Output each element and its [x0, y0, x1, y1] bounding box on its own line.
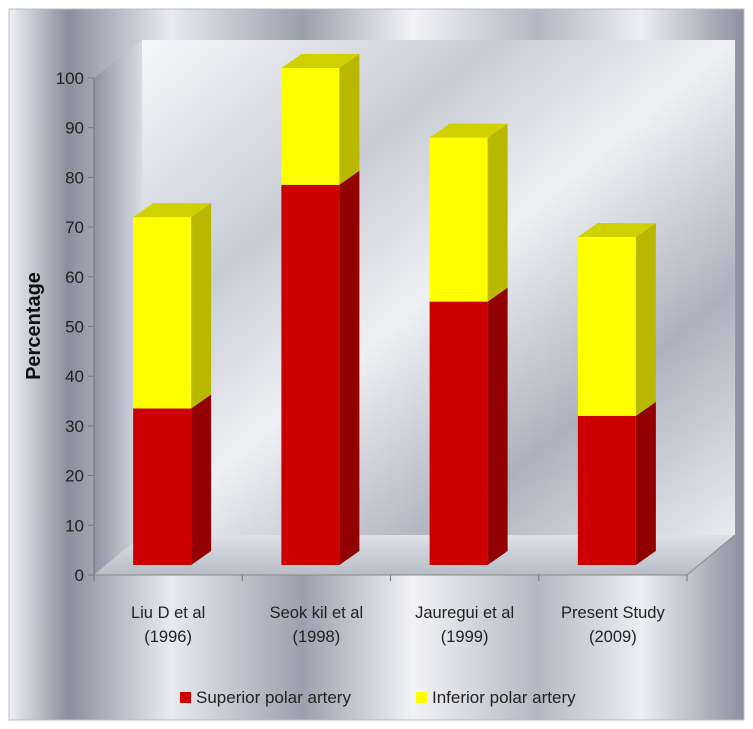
bar-front	[133, 408, 192, 565]
legend-item: Superior polar artery	[180, 688, 351, 707]
y-tick-label: 10	[65, 516, 84, 535]
bar-top	[133, 203, 212, 218]
bar-side	[635, 222, 656, 416]
bar-side	[487, 287, 508, 565]
bar-segment	[133, 394, 212, 565]
bar-top	[281, 54, 360, 68]
y-tick-label: 30	[65, 417, 84, 436]
x-category-label: Present Study	[561, 604, 665, 622]
y-tick-label: 70	[65, 218, 84, 237]
bar-segment	[429, 123, 508, 302]
bar-front	[577, 236, 636, 416]
y-tick-label: 60	[65, 268, 84, 287]
x-category-label: (2009)	[589, 628, 637, 646]
y-tick-label: 0	[75, 566, 84, 585]
bar-top	[577, 222, 656, 237]
x-category-label: (1999)	[441, 628, 489, 646]
y-tick-label: 90	[65, 119, 84, 138]
floor-side-edge	[686, 534, 736, 576]
y-tick-label: 40	[65, 367, 84, 386]
bar-front	[429, 301, 488, 565]
bar-front	[429, 137, 488, 302]
y-tick-label: 80	[65, 168, 84, 187]
legend-label: Inferior polar artery	[432, 688, 576, 707]
bar-segment	[281, 170, 360, 566]
legend-swatch	[416, 692, 427, 703]
x-category-label: Jauregui et al	[415, 604, 514, 622]
legend-item: Inferior polar artery	[416, 688, 576, 707]
y-axis-title: Percentage	[23, 272, 45, 380]
bar-side	[487, 123, 508, 302]
legend-swatch	[180, 692, 191, 703]
legend-label: Superior polar artery	[196, 688, 351, 707]
y-tick-label: 100	[56, 69, 84, 88]
bar-front	[133, 217, 192, 409]
bar-front	[281, 184, 340, 566]
bar-side	[339, 170, 360, 566]
bar-segment	[133, 203, 212, 409]
bar-side	[339, 54, 360, 185]
x-category-label: Liu D et al	[131, 604, 205, 622]
bar-segment	[281, 54, 360, 185]
bar-side	[191, 394, 212, 565]
x-category-label: (1996)	[144, 628, 192, 646]
y-tick-label: 20	[65, 467, 84, 486]
floor	[94, 535, 735, 575]
side-wall	[94, 40, 142, 575]
bar-segment	[577, 222, 656, 416]
bar-side	[191, 203, 212, 409]
bar-front	[281, 68, 340, 185]
bar-segment	[577, 401, 656, 565]
x-category-label: (1998)	[293, 628, 341, 646]
bar-side	[635, 401, 656, 565]
x-category-label: Seok kil et al	[270, 604, 364, 622]
bar-segment	[429, 287, 508, 565]
bar-top	[429, 123, 508, 138]
y-tick-label: 50	[65, 318, 84, 337]
bar-front	[577, 415, 636, 565]
